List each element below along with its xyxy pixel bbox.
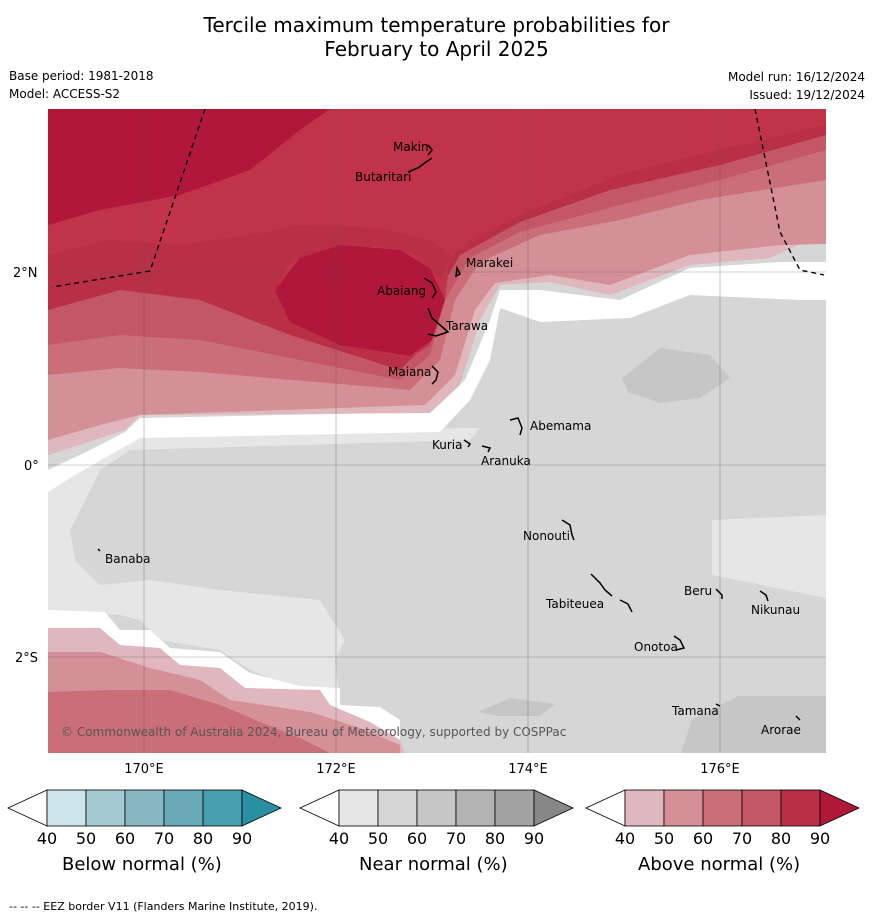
colorbar-near-tick: 60 [407, 829, 427, 848]
title-line-1: Tercile maximum temperature probabilitie… [203, 13, 670, 37]
colorbar-near-segment [455, 789, 496, 827]
colorbar-near-min-arrow [299, 789, 340, 827]
colorbar-below-segment [124, 789, 165, 827]
issued-date: Issued: 19/12/2024 [749, 88, 865, 102]
colorbar-near-tick: 50 [368, 829, 388, 848]
eez-border [51, 109, 825, 288]
model-run: Model run: 16/12/2024 [727, 70, 865, 84]
above-normal-90-core [275, 245, 445, 356]
label-kuria: Kuria [432, 438, 463, 452]
label-marakei: Marakei [466, 256, 513, 270]
colorbar-above-max-arrow [819, 789, 860, 827]
label-onotoa: Onotoa [634, 640, 678, 654]
label-butaritari: Butaritari [355, 170, 412, 184]
label-nonouti: Nonouti [523, 529, 570, 543]
label-arorae: Arorae [761, 723, 801, 737]
colorbar-below-segment [202, 789, 243, 827]
label-nikunau: Nikunau [751, 603, 800, 617]
lon-tick-174e: 174°E [508, 762, 548, 777]
label-beru: Beru [684, 584, 712, 598]
lat-tick-2s: 2°S [15, 651, 38, 666]
colorbar-near-max-arrow [533, 789, 574, 827]
colorbar-below-tick: 90 [232, 829, 252, 848]
above-normal-label: Above normal (%) [638, 854, 801, 875]
lon-tick-176e: 176°E [700, 762, 740, 777]
colorbar-near-tick: 70 [446, 829, 466, 848]
colorbar-near-tick: 90 [524, 829, 544, 848]
colorbar-above-tick: 40 [615, 829, 635, 848]
label-tamana: Tamana [671, 704, 719, 718]
lat-tick-2n: 2°N [13, 266, 38, 281]
colorbar-below-tick: 40 [37, 829, 57, 848]
near-normal-40-area [48, 428, 480, 700]
colorbar-above-tick: 50 [654, 829, 674, 848]
colorbar-above-segment [780, 789, 821, 827]
colorbar-near-tick: 40 [329, 829, 349, 848]
colorbar-near-segment [494, 789, 535, 827]
colorbar-above-tick: 90 [810, 829, 830, 848]
colorbar-near-tick: 80 [485, 829, 505, 848]
colorbar-near-segment [416, 789, 457, 827]
title-line-2: February to April 2025 [324, 37, 549, 61]
colorbar-above-tick: 70 [732, 829, 752, 848]
colorbar-below-segment [46, 789, 87, 827]
colorbar-above-segment [624, 789, 665, 827]
colorbar-above-min-arrow [585, 789, 626, 827]
label-aranuka: Aranuka [481, 454, 531, 468]
colorbar-above: 40 50 60 70 80 90 [585, 789, 860, 848]
label-tabiteuea: Tabiteuea [545, 597, 604, 611]
colorbar-below-tick: 70 [154, 829, 174, 848]
colorbar-below-tick: 80 [193, 829, 213, 848]
label-abemama: Abemama [530, 419, 591, 433]
label-tarawa: Tarawa [445, 319, 488, 333]
label-banaba: Banaba [105, 552, 151, 566]
lon-tick-170e: 170°E [124, 762, 164, 777]
lon-tick-172e: 172°E [316, 762, 356, 777]
colorbar-above-tick: 60 [693, 829, 713, 848]
colorbar-below-segment [85, 789, 126, 827]
below-normal-label: Below normal (%) [62, 854, 222, 875]
label-abaiang: Abaiang [377, 284, 426, 298]
colorbar-below-segment [163, 789, 204, 827]
label-makin: Makin [393, 140, 429, 154]
model-name: Model: ACCESS-S2 [9, 87, 121, 101]
colorbar-above-segment [663, 789, 704, 827]
colorbar-near-segment [377, 789, 418, 827]
eez-legend-note: -- -- -- EEZ border V11 (Flanders Marine… [9, 900, 318, 913]
colorbar-below-max-arrow [241, 789, 282, 827]
colorbar-near: 40 50 60 70 80 90 [299, 789, 574, 848]
colorbar-below-tick: 50 [76, 829, 96, 848]
colorbar-above-tick: 80 [771, 829, 791, 848]
colorbar-above-segment [741, 789, 782, 827]
colorbar-below-min-arrow [7, 789, 48, 827]
colorbar-near-segment [338, 789, 379, 827]
label-maiana: Maiana [388, 365, 431, 379]
probability-field [48, 109, 826, 753]
colorbars: 40 50 60 70 80 90 40 50 60 70 80 90 40 50 60 70 80 90 [7, 789, 860, 848]
base-period: Base period: 1981-2018 [9, 69, 154, 83]
colorbar-below-tick: 60 [115, 829, 135, 848]
lat-tick-0: 0° [24, 459, 39, 474]
copyright-notice: © Commonwealth of Australia 2024, Bureau… [61, 725, 566, 739]
near-normal-label: Near normal (%) [359, 854, 508, 875]
islands [97, 144, 801, 721]
near-normal-60-patch [622, 348, 730, 403]
colorbar-below: 40 50 60 70 80 90 [7, 789, 282, 848]
colorbar-above-segment [702, 789, 743, 827]
